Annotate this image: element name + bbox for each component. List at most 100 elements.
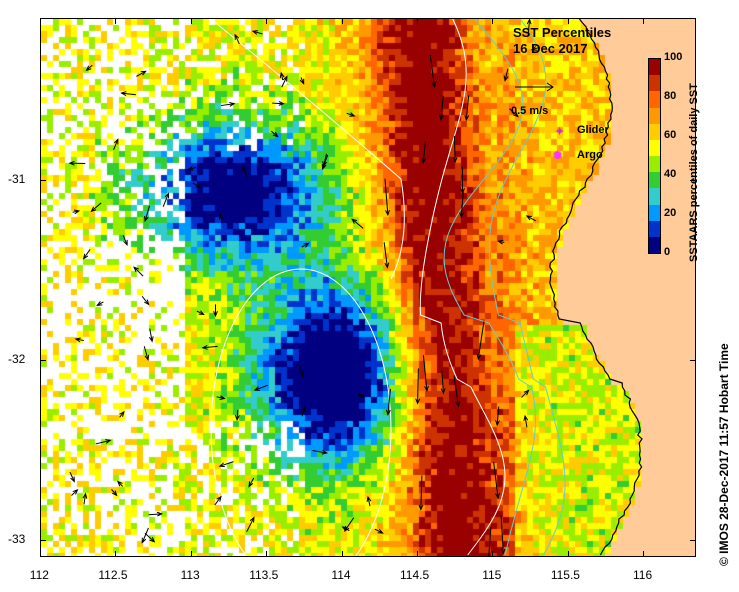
current-arrow bbox=[141, 527, 149, 544]
current-arrow bbox=[72, 209, 81, 215]
colorbar-tick-label: 60 bbox=[664, 129, 677, 141]
current-arrow bbox=[299, 366, 304, 378]
arrow-shaft bbox=[477, 321, 485, 360]
arrow-shaft bbox=[344, 517, 355, 532]
arrow-head bbox=[424, 385, 429, 393]
x-tick-mark bbox=[492, 551, 494, 557]
current-arrow bbox=[322, 153, 327, 168]
current-arrow bbox=[279, 71, 285, 81]
arrow-shaft bbox=[248, 477, 255, 487]
arrow-head bbox=[85, 65, 92, 72]
current-arrow bbox=[460, 166, 465, 195]
arrow-shaft bbox=[323, 153, 327, 167]
arrow-head bbox=[495, 420, 500, 427]
arrow-shaft bbox=[281, 76, 288, 88]
arrow-head bbox=[249, 516, 255, 523]
current-arrow bbox=[429, 55, 437, 89]
x-tick-label: 113 bbox=[180, 568, 200, 582]
arrow-shaft bbox=[383, 242, 388, 268]
colorbar bbox=[648, 58, 661, 254]
arrow-shaft bbox=[69, 471, 75, 482]
arrow-shaft bbox=[91, 202, 102, 212]
arrow-head bbox=[70, 476, 75, 483]
current-arrow bbox=[113, 138, 119, 150]
arrow-head bbox=[415, 398, 421, 405]
arrow-head bbox=[299, 78, 305, 85]
arrow-head bbox=[164, 192, 170, 199]
x-tick-mark bbox=[643, 551, 645, 557]
arrow-head bbox=[96, 301, 103, 306]
arrow-shaft bbox=[144, 205, 151, 222]
arrow-head bbox=[82, 253, 89, 260]
arrow-shaft bbox=[496, 406, 500, 426]
colorbar-segment bbox=[649, 91, 660, 108]
colorbar-segment bbox=[649, 172, 660, 189]
current-arrow bbox=[234, 409, 240, 422]
arrow-shaft bbox=[148, 513, 162, 516]
current-arrow bbox=[143, 346, 150, 361]
arrow-head bbox=[500, 548, 506, 555]
current-arrow bbox=[351, 218, 364, 229]
current-arrow bbox=[82, 249, 91, 260]
arrow-shaft bbox=[417, 368, 419, 404]
colorbar-tick-label: 20 bbox=[664, 207, 677, 219]
arrow-head bbox=[321, 163, 327, 171]
x-tick-mark bbox=[417, 18, 418, 24]
arrow-head bbox=[251, 30, 258, 35]
ring-icon: ✺ bbox=[553, 150, 563, 162]
arrow-shaft bbox=[384, 178, 389, 215]
x-tick-label: 114 bbox=[331, 568, 351, 582]
colorbar-segment bbox=[649, 59, 660, 76]
arrow-head bbox=[351, 218, 358, 224]
current-arrow bbox=[301, 242, 310, 248]
arrow-shaft bbox=[488, 526, 492, 556]
arrow-head bbox=[421, 157, 427, 164]
legend-argo-label: Argo bbox=[577, 149, 603, 161]
x-tick-label: 116 bbox=[633, 568, 653, 582]
current-arrow bbox=[421, 141, 427, 164]
arrow-head bbox=[303, 242, 310, 248]
arrow-head bbox=[497, 239, 504, 245]
current-arrow bbox=[383, 242, 390, 269]
x-tick-label: 113.5 bbox=[249, 568, 279, 582]
arrow-head bbox=[349, 112, 356, 117]
arrow-shaft bbox=[387, 388, 391, 415]
arrow-head bbox=[278, 101, 285, 106]
current-arrow bbox=[418, 475, 424, 511]
arrow-head bbox=[218, 462, 225, 468]
arrow-shaft bbox=[301, 242, 309, 248]
arrow-head bbox=[385, 409, 391, 416]
y-tick-label: -32 bbox=[8, 352, 26, 366]
arrow-head bbox=[156, 511, 164, 517]
current-arrow bbox=[187, 166, 196, 171]
y-tick-label: -33 bbox=[8, 532, 26, 546]
current-arrow bbox=[120, 91, 136, 96]
arrow-head bbox=[111, 490, 118, 497]
arrow-shaft bbox=[219, 461, 234, 467]
current-arrow bbox=[68, 160, 86, 166]
y-tick-mark bbox=[690, 180, 696, 181]
x-tick-label: 112 bbox=[29, 568, 49, 582]
credit-text: © IMOS 28-Dec-2017 11:57 Hobart Time bbox=[717, 343, 731, 566]
current-arrow bbox=[192, 182, 202, 189]
bathymetry-contours bbox=[210, 19, 566, 556]
arrow-head bbox=[242, 164, 247, 172]
arrow-shaft bbox=[504, 68, 509, 81]
arrow-shaft bbox=[136, 70, 146, 77]
current-arrow bbox=[281, 75, 288, 88]
current-arrow bbox=[476, 321, 485, 361]
current-arrow bbox=[530, 46, 540, 51]
arrow-shaft bbox=[441, 370, 444, 394]
current-arrow bbox=[525, 215, 536, 222]
arrow-head bbox=[452, 157, 458, 164]
arrow-head bbox=[321, 449, 329, 455]
colorbar-segment bbox=[649, 107, 660, 125]
arrow-shaft bbox=[141, 295, 150, 305]
arrow-shaft bbox=[143, 346, 149, 360]
contour-line bbox=[210, 268, 392, 556]
current-arrow bbox=[213, 304, 218, 318]
current-arrow bbox=[384, 178, 390, 217]
star-icon: ✦ bbox=[555, 126, 565, 138]
colorbar-segment bbox=[649, 188, 660, 205]
arrow-head bbox=[366, 495, 372, 502]
